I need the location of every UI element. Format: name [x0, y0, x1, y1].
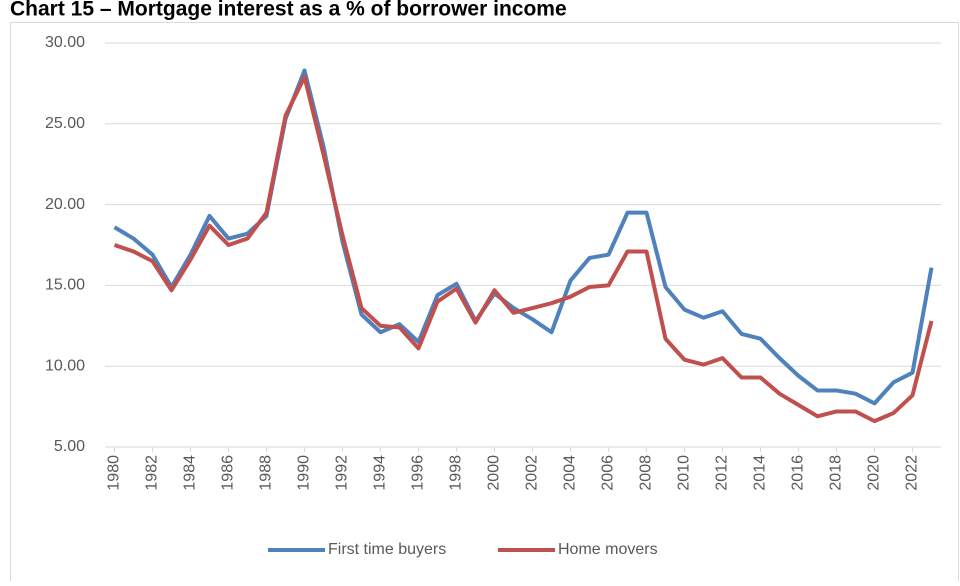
y-tick-label: 5.00 — [54, 438, 85, 455]
legend-label: Home movers — [558, 541, 658, 558]
x-tick-label: 1988 — [258, 455, 275, 491]
chart-title: Chart 15 – Mortgage interest as a % of b… — [10, 0, 567, 21]
x-tick-label: 2002 — [524, 455, 541, 491]
chart-border — [10, 22, 959, 583]
x-tick-label: 2022 — [904, 455, 921, 491]
x-tick-label: 2016 — [790, 455, 807, 491]
x-tick-label: 2018 — [828, 455, 845, 491]
y-tick-label: 20.00 — [45, 196, 85, 213]
x-tick-label: 2006 — [600, 455, 617, 491]
x-tick-label: 1996 — [410, 455, 427, 491]
series-line — [113, 74, 934, 424]
x-tick-label: 1994 — [372, 455, 389, 491]
series-line — [113, 68, 934, 406]
y-tick-label: 15.00 — [45, 277, 85, 294]
x-tick-label: 2020 — [866, 455, 883, 491]
x-tick-label: 2012 — [714, 455, 731, 491]
x-tick-label: 1982 — [144, 455, 161, 491]
x-tick-label: 1992 — [334, 455, 351, 491]
x-tick-label: 1990 — [296, 455, 313, 491]
x-tick-label: 2004 — [562, 455, 579, 491]
x-tick-label: 2008 — [638, 455, 655, 491]
x-tick-label: 2010 — [676, 455, 693, 491]
x-tick-label: 2014 — [752, 455, 769, 491]
y-tick-label: 10.00 — [45, 357, 85, 374]
title-band — [0, 0, 960, 22]
x-tick-label: 1986 — [220, 455, 237, 491]
x-tick-label: 1984 — [182, 455, 199, 491]
y-tick-label: 25.00 — [45, 115, 85, 132]
y-tick-label: 30.00 — [45, 34, 85, 51]
legend-label: First time buyers — [328, 541, 446, 558]
x-tick-label: 2000 — [486, 455, 503, 491]
x-tick-label: 1998 — [448, 455, 465, 491]
x-tick-label: 1980 — [106, 455, 123, 491]
